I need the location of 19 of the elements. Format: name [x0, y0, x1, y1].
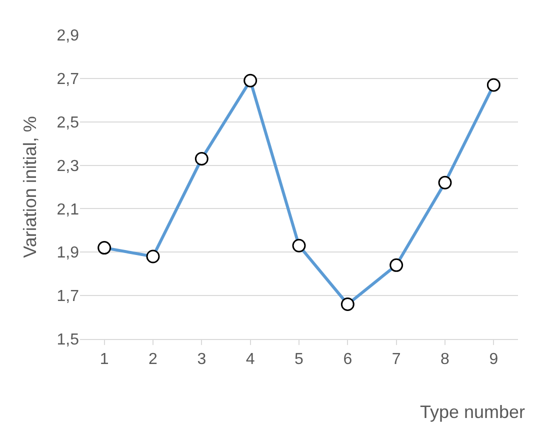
- y-tick-label: 1,9: [56, 244, 80, 262]
- y-tick-label: 2,3: [56, 158, 80, 175]
- y-tick-label: 1,5: [56, 332, 80, 349]
- x-tick-label: 3: [197, 351, 206, 368]
- y-axis-title: Variation initial, %: [20, 116, 40, 258]
- x-tick-label: 7: [392, 351, 401, 368]
- y-tick-label: 2,5: [56, 114, 80, 132]
- x-tick-label: 9: [489, 351, 498, 368]
- x-axis-title: Type number: [420, 402, 526, 422]
- y-tick-label: 2,9: [56, 28, 80, 45]
- x-tick-label: 1: [100, 351, 109, 368]
- y-tick-label: 2,7: [56, 71, 80, 88]
- x-tick-label: 8: [440, 351, 450, 368]
- x-tick-label: 4: [246, 351, 255, 368]
- x-tick-label: 2: [148, 351, 158, 368]
- x-tick-label: 5: [294, 351, 304, 368]
- y-tick-label: 2,1: [56, 201, 80, 218]
- x-tick-label: 6: [343, 351, 352, 368]
- y-tick-label: 1,7: [56, 288, 80, 306]
